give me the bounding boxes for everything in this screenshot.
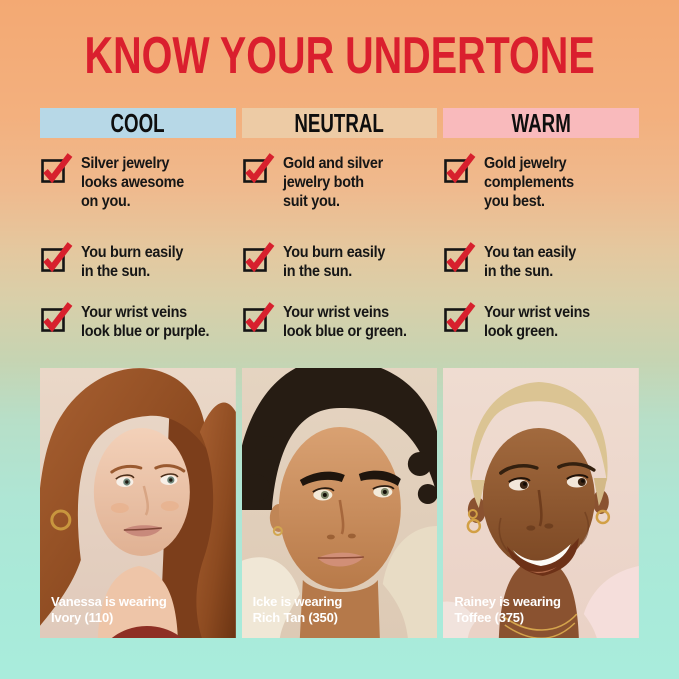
checkbox-checked-icon [242,153,275,183]
checklist-item: Your wrist veins look green. [443,300,639,360]
checklist-item-text: Gold and silver jewelry both suit you. [282,155,383,210]
checklist-item-text: Silver jewelry looks awesome on you. [81,155,184,210]
checklist-columns: COOL Silver jewelry looks awesome on you… [40,108,639,360]
photo-neutral-model: Icke is wearing Rich Tan (350) [241,368,438,638]
checklist-item-text: You tan easily in the sun. [484,244,577,280]
checklist-item: Your wrist veins look blue or green. [242,300,438,360]
model-photos: Vanessa is wearing Ivory (110) [40,368,639,638]
portrait-neutral-icke [241,368,438,638]
checkbox-checked-icon [444,242,476,272]
photo-warm-model: Rainey is wearing Toffee (375) [443,368,639,638]
column-header-cool-label: COOL [110,107,165,138]
checklist-item-text: Gold jewelry complements you best. [484,155,575,210]
checklist-item-text: Your wrist veins look blue or purple. [81,304,210,340]
checkbox-checked-icon [242,242,275,272]
portrait-cool-vanessa [40,368,236,638]
column-header-warm-label: WARM [511,107,571,138]
checkbox-checked-icon [41,242,73,272]
checklist-item: Your wrist veins look blue or purple. [40,300,236,360]
column-header-cool: COOL [40,108,236,138]
column-warm: WARM Gold jewelry complements you best. … [443,108,639,360]
column-cool: COOL Silver jewelry looks awesome on you… [40,108,236,360]
checklist-item-text: You burn easily in the sun. [81,244,184,280]
checkbox-checked-icon [41,302,73,332]
column-header-neutral: NEUTRAL [241,107,438,138]
column-neutral: NEUTRAL Gold and silver jewelry both sui… [241,107,438,360]
checkbox-checked-icon [444,302,476,332]
photo-caption: Rainey is wearing Toffee (375) [454,594,561,625]
checkbox-checked-icon [242,302,275,332]
checkbox-checked-icon [444,153,476,183]
photo-caption: Vanessa is wearing Ivory (110) [51,594,167,625]
page-title: KNOW YOUR UNDERTONE [0,30,679,82]
portrait-warm-rainey [443,368,639,638]
photo-caption: Icke is wearing Rich Tan (350) [252,594,343,625]
photo-cool-model: Vanessa is wearing Ivory (110) [40,368,236,638]
checkbox-checked-icon [41,153,73,183]
checklist-item: Silver jewelry looks awesome on you. [40,151,236,240]
column-header-warm: WARM [443,108,639,138]
checklist-item-text: You burn easily in the sun. [282,244,385,280]
checklist-item-text: Your wrist veins look blue or green. [282,304,407,340]
checklist-item: You burn easily in the sun. [242,240,438,300]
checklist-item: You tan easily in the sun. [443,240,639,300]
checklist-item: Gold and silver jewelry both suit you. [242,151,438,240]
page-title-text: KNOW YOUR UNDERTONE [84,27,595,85]
checklist-item-text: Your wrist veins look green. [484,304,591,340]
checklist-item: You burn easily in the sun. [40,240,236,300]
checklist-item: Gold jewelry complements you best. [443,151,639,240]
column-header-neutral-label: NEUTRAL [294,107,385,138]
